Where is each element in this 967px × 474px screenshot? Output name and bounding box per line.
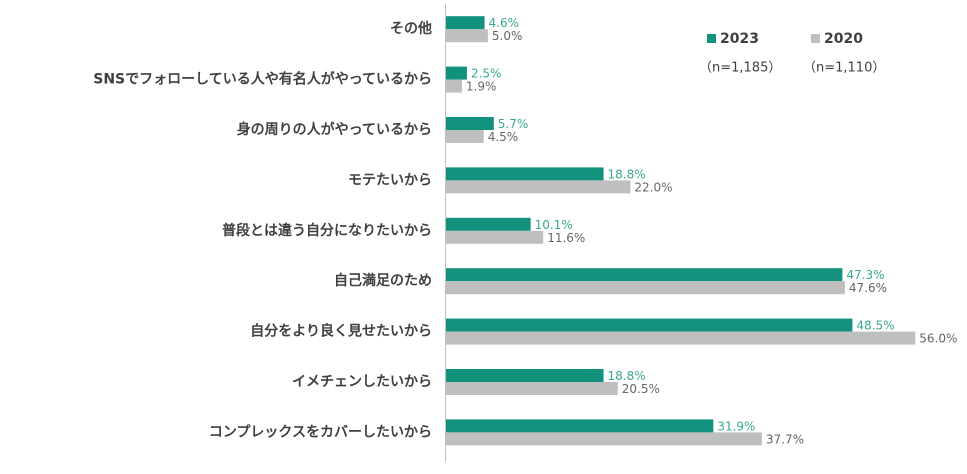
value-label: 18.8% xyxy=(608,167,646,181)
category-label: SNSでフォローしている人や有名人がやっているから xyxy=(93,71,432,88)
bar xyxy=(446,217,531,231)
value-label: 37.7% xyxy=(766,432,804,446)
legend-swatch xyxy=(811,34,820,43)
category-label: 普段とは違う自分になりたいから xyxy=(222,222,432,239)
bar xyxy=(446,66,467,80)
value-label: 56.0% xyxy=(919,332,957,346)
value-label: 48.5% xyxy=(856,319,894,333)
value-label: 22.0% xyxy=(634,180,672,194)
bar xyxy=(446,130,484,143)
legend-label: 2023 xyxy=(720,31,759,47)
category-label: モテたいから xyxy=(348,172,432,188)
category-label: その他 xyxy=(390,20,432,37)
value-label: 4.5% xyxy=(488,130,518,144)
bar xyxy=(446,180,631,194)
category-label: イメチェンしたいから xyxy=(292,374,432,390)
value-label: 47.3% xyxy=(846,268,884,282)
bar xyxy=(446,29,488,43)
bar xyxy=(446,230,544,244)
value-label: 5.0% xyxy=(492,29,523,43)
category-label: 自己満足のため xyxy=(334,272,432,289)
value-label: 20.5% xyxy=(622,382,660,396)
legend-sample-size: （n=1,185） xyxy=(699,61,781,76)
bar xyxy=(446,369,604,382)
legend-label: 2020 xyxy=(824,31,863,47)
value-label: 5.7% xyxy=(498,117,529,131)
bar xyxy=(446,167,604,181)
value-label: 4.6% xyxy=(489,16,519,30)
value-label: 11.6% xyxy=(547,231,585,245)
bar xyxy=(446,432,762,446)
bar xyxy=(446,318,853,332)
category-label: 身の周りの人がやっているから xyxy=(237,121,432,138)
value-label: 18.8% xyxy=(608,369,646,383)
bar xyxy=(446,79,462,93)
bar xyxy=(446,16,485,30)
bar xyxy=(446,331,916,345)
value-label: 31.9% xyxy=(717,419,755,433)
bar xyxy=(446,117,494,130)
value-label: 1.9% xyxy=(466,80,497,94)
value-label: 10.1% xyxy=(535,218,573,232)
category-label: コンプレックスをカバーしたいから xyxy=(209,424,432,440)
bar xyxy=(446,419,714,433)
category-label: 自分をより良く見せたいから xyxy=(250,323,432,340)
legend-sample-size: （n=1,110） xyxy=(803,61,885,76)
value-label: 47.6% xyxy=(849,281,887,295)
legend-swatch xyxy=(707,34,716,43)
bar xyxy=(446,281,845,295)
bar xyxy=(446,268,843,282)
value-label: 2.5% xyxy=(471,67,502,81)
bar xyxy=(446,382,618,395)
